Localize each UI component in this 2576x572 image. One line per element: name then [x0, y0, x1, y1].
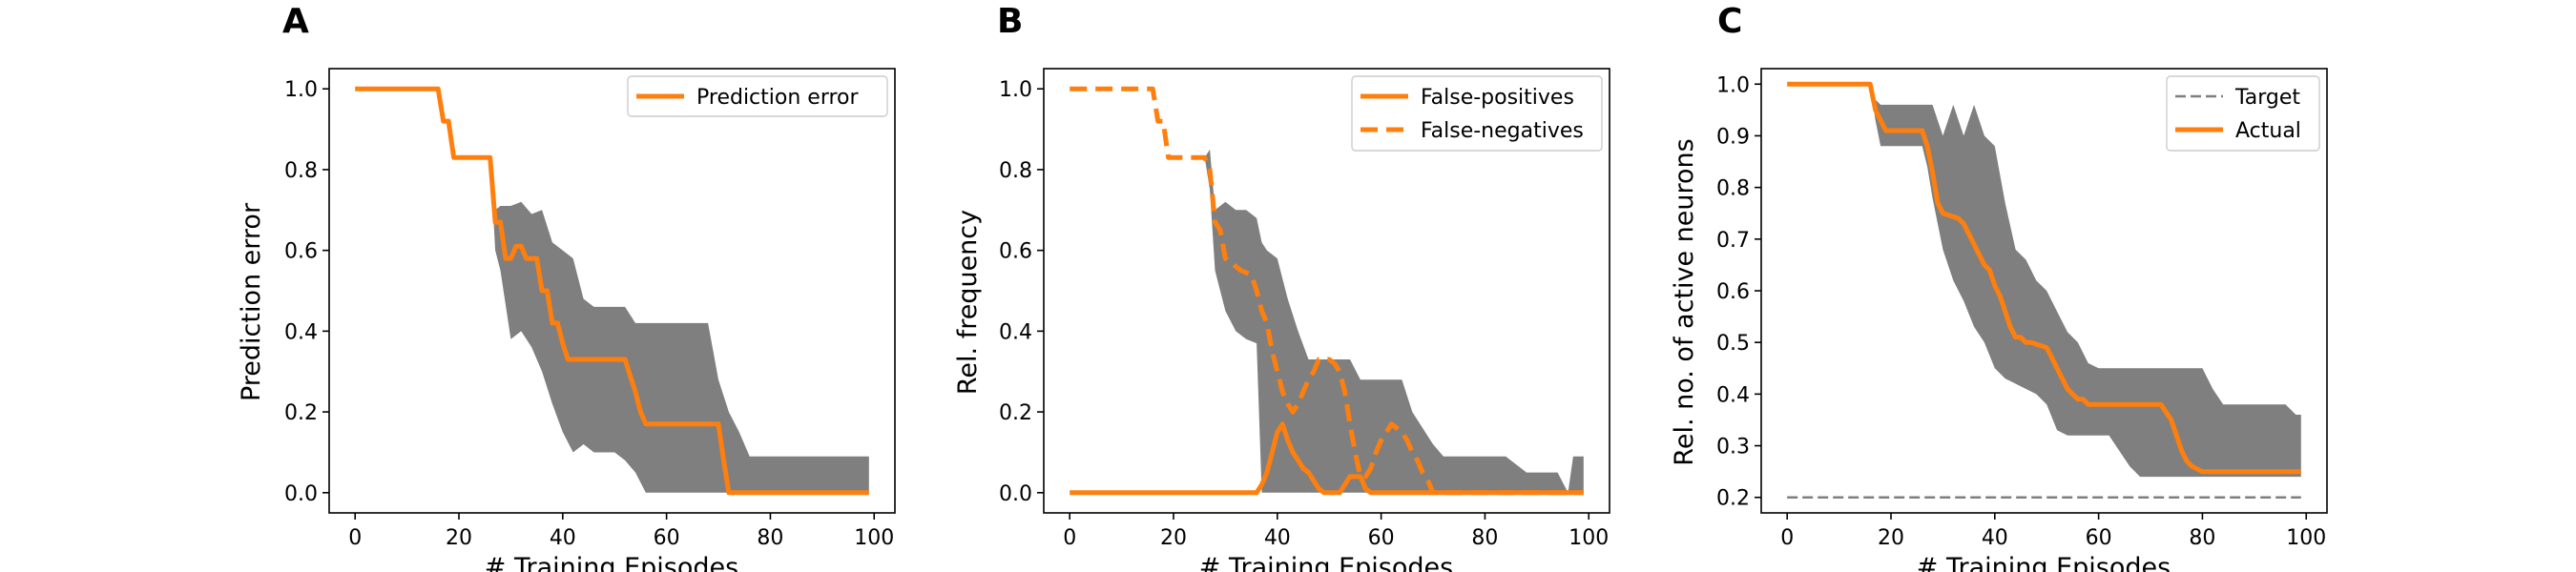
panel-label-c: C [1717, 2, 1742, 41]
x-tick-label-c-4: 80 [2189, 526, 2215, 550]
y-axis-label-b: Rel. frequency [953, 210, 983, 395]
y-tick-label-a-4: 0.8 [284, 159, 318, 183]
x-tick-label-a-4: 80 [757, 526, 783, 550]
legend-label-b-0: False-positives [1421, 86, 1574, 110]
x-tick-label-a-1: 20 [446, 526, 472, 550]
y-tick-label-b-0: 0.0 [999, 482, 1032, 506]
plot-content-a [355, 86, 869, 496]
x-axis-label-c: # Training Episodes [1917, 553, 2171, 572]
x-tick-label-b-4: 80 [1471, 526, 1498, 550]
band-a [355, 89, 869, 493]
y-tick-label-c-3: 0.5 [1716, 332, 1750, 356]
legend-label-c-0: Target [2234, 86, 2300, 110]
axes-frame-a [328, 68, 896, 514]
y-tick-label-c-7: 0.9 [1716, 125, 1750, 149]
plot-area-a: 0 20 40 60 80 100 0.0 0.2 0.4 0.6 0.8 1.0 Prediction… [284, 68, 896, 550]
y-tick-label-c-8: 1.0 [1716, 73, 1750, 97]
plot-content-c [1787, 81, 2301, 499]
y-tick-label-c-6: 0.8 [1716, 177, 1750, 201]
x-tick-label-c-0: 0 [1780, 526, 1794, 550]
plot-area-c: 0 20 40 60 80 100 0.2 0.3 0.4 0.5 0.6 0.7 0.8 0.9 1.0 T… [1716, 68, 2328, 550]
y-tick-label-b-5: 1.0 [999, 78, 1032, 102]
x-tick-label-c-2: 40 [1982, 526, 2008, 550]
y-tick-label-c-0: 0.2 [1716, 487, 1750, 511]
series-line-a-0 [355, 86, 869, 496]
x-tick-label-a-5: 100 [854, 526, 894, 550]
plot-content-b [1070, 86, 1584, 496]
series-line-b-1 [1070, 86, 1584, 496]
x-tick-label-a-3: 60 [654, 526, 680, 550]
legend-b: False-positives False-negatives [1351, 75, 1603, 152]
x-tick-label-c-1: 20 [1878, 526, 1904, 550]
legend-label-c-1: Actual [2235, 119, 2301, 143]
band-b [1070, 89, 1584, 493]
y-tick-label-a-5: 1.0 [284, 78, 318, 102]
x-tick-label-b-2: 40 [1264, 526, 1291, 550]
axes-frame-b [1043, 68, 1610, 514]
y-tick-label-b-4: 0.8 [999, 159, 1032, 183]
y-tick-label-a-3: 0.6 [284, 240, 318, 264]
y-tick-label-b-1: 0.2 [999, 401, 1032, 425]
y-tick-label-c-4: 0.6 [1716, 280, 1750, 304]
panel-label-a: A [282, 2, 309, 41]
panel-c: C Rel. no. of active neurons # Training … [1670, 2, 2328, 572]
x-tick-label-b-0: 0 [1063, 526, 1076, 550]
y-tick-label-c-2: 0.4 [1716, 383, 1750, 407]
x-tick-label-b-3: 60 [1368, 526, 1395, 550]
series-line-c-1 [1787, 81, 2301, 475]
panel-a: A Prediction error # Training Episodes 0… [237, 2, 896, 572]
legend-box-b [1351, 75, 1603, 152]
y-axis-label-a: Prediction error [237, 202, 266, 401]
legend-box-a [627, 75, 888, 117]
x-tick-label-b-5: 100 [1568, 526, 1609, 550]
y-axis-label-c: Rel. no. of active neurons [1670, 138, 1699, 465]
panel-b: B Rel. frequency # Training Episodes 0 20… [953, 2, 1610, 572]
legend-c: Target Actual [2166, 75, 2320, 152]
x-axis-label-b: # Training Episodes [1199, 553, 1453, 572]
y-tick-label-a-0: 0.0 [284, 482, 318, 506]
y-tick-label-b-2: 0.4 [999, 320, 1032, 344]
x-tick-label-c-5: 100 [2286, 526, 2326, 550]
plot-area-b: 0 20 40 60 80 100 0.0 0.2 0.4 0.6 0.8 1.0 False-posi… [999, 68, 1610, 550]
x-tick-label-b-1: 20 [1160, 526, 1187, 550]
x-axis-label-a: # Training Episodes [485, 553, 738, 572]
y-tick-label-b-3: 0.6 [999, 240, 1032, 264]
legend-label-a-0: Prediction error [696, 86, 859, 110]
series-line-b-0 [1070, 421, 1584, 496]
x-tick-label-c-3: 60 [2086, 526, 2112, 550]
legend-a: Prediction error [627, 75, 888, 117]
y-tick-label-c-5: 0.7 [1716, 229, 1750, 253]
x-tick-label-a-2: 40 [550, 526, 576, 550]
y-tick-label-a-1: 0.2 [284, 401, 318, 425]
band-c [1787, 84, 2301, 478]
x-tick-label-a-0: 0 [348, 526, 362, 550]
panel-label-b: B [997, 2, 1023, 41]
y-tick-label-a-2: 0.4 [284, 320, 318, 344]
y-tick-label-c-1: 0.3 [1716, 436, 1750, 460]
legend-label-b-1: False-negatives [1421, 119, 1584, 143]
